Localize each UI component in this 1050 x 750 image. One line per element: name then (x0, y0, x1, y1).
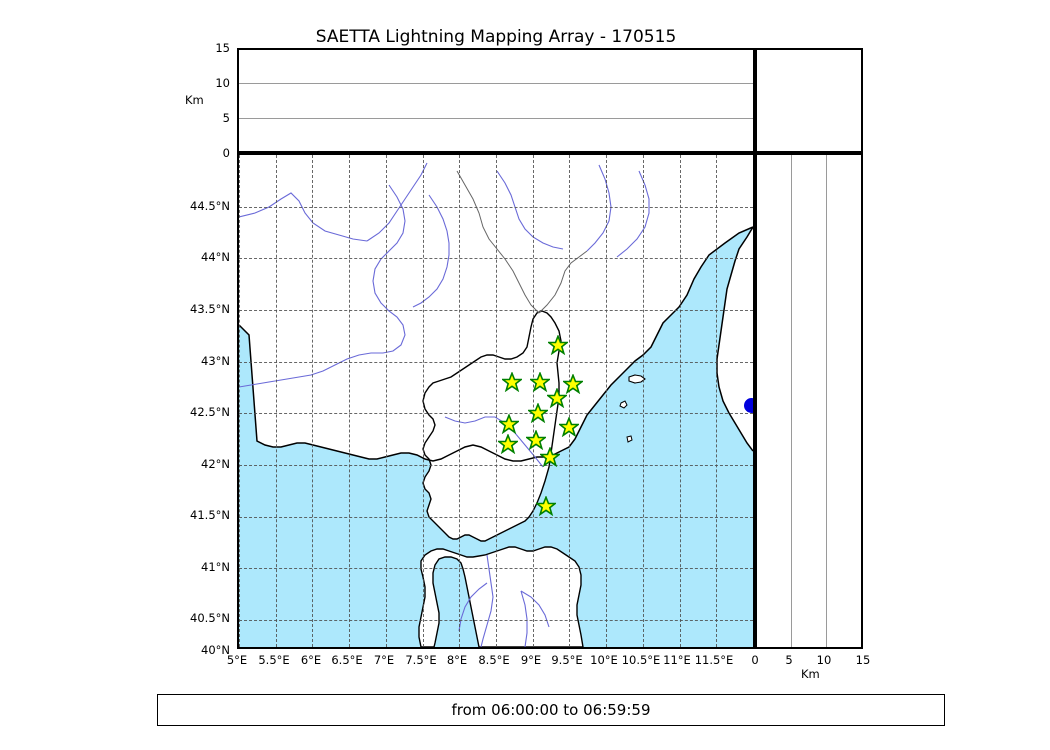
map-gridline-lon-11 (679, 155, 681, 647)
map-gridline-lon-10.5 (642, 155, 644, 647)
map-ytick-40N: 40°N (201, 643, 230, 657)
map-xtick-11.5E: 11.5°E (694, 653, 734, 667)
map-gridline-lon-11.5 (716, 155, 718, 647)
map-ytick-41N: 41°N (201, 560, 230, 574)
lma-station-marker[interactable] (559, 416, 580, 437)
lma-station-marker[interactable] (527, 403, 548, 424)
map-gridline-lon-7 (385, 155, 387, 647)
map-xtick-10.5E: 10.5°E (621, 653, 661, 667)
map-ytick-41.5N: 41.5°N (190, 508, 230, 522)
lma-station-marker[interactable] (547, 387, 567, 408)
right-xtick-10: 10 (816, 653, 832, 667)
right-xtick-0: 0 (751, 653, 759, 667)
map-ytick-44.5N: 44.5°N (190, 199, 230, 213)
time-range-label: from 06:00:00 to 06:59:59 (451, 701, 651, 719)
right-panel-xlabel: Km (801, 667, 820, 681)
map-xtick-9E: 9°E (520, 653, 542, 667)
page-title: SAETTA Lightning Mapping Array - 170515 (315, 27, 677, 47)
map-xtick-11E: 11°E (663, 653, 691, 667)
map-gridline-lon-5 (239, 155, 240, 647)
map-gridline-lon-8.5 (496, 155, 497, 647)
map-ytick-44N: 44°N (201, 250, 230, 264)
right-altitude-panel[interactable] (755, 153, 863, 649)
lma-station-marker[interactable] (539, 446, 560, 467)
map-gridline-lon-8 (459, 155, 461, 647)
top-gridline-5 (239, 118, 753, 119)
corner-panel[interactable] (755, 48, 863, 153)
top-ytick-10: 10 (215, 76, 230, 90)
lma-station-marker[interactable] (502, 372, 523, 393)
top-ytick-0: 0 (222, 146, 230, 160)
map-gridline-lon-7.5 (422, 155, 424, 647)
lightning-source-marker[interactable] (743, 397, 753, 413)
top-ytick-15: 15 (215, 41, 230, 55)
map-panel[interactable] (237, 153, 755, 649)
map-ytick-43N: 43°N (201, 354, 230, 368)
lma-station-marker[interactable] (548, 335, 569, 356)
time-range-box[interactable]: from 06:00:00 to 06:59:59 (157, 694, 945, 726)
top-gridline-10 (239, 83, 753, 84)
map-ytick-42N: 42°N (201, 457, 230, 471)
map-gridline-lon-6 (312, 155, 314, 647)
map-xtick-5.5E: 5.5°E (258, 653, 290, 667)
map-xtick-5E: 5°E (226, 653, 248, 667)
map-gridline-lon-9 (532, 155, 534, 647)
lma-station-marker[interactable] (499, 413, 520, 434)
right-gridline-5 (791, 155, 792, 647)
top-altitude-panel[interactable] (237, 48, 755, 153)
map-gridline-lon-5.5 (275, 155, 277, 647)
map-ytick-43.5N: 43.5°N (190, 302, 230, 316)
map-xtick-8E: 8°E (446, 653, 468, 667)
map-ytick-42.5N: 42.5°N (190, 405, 230, 419)
map-xtick-6E: 6°E (300, 653, 322, 667)
lma-station-marker[interactable] (526, 430, 547, 451)
top-panel-ylabel: Km (185, 93, 204, 107)
map-xtick-8.5E: 8.5°E (478, 653, 510, 667)
map-gridline-lon-9.5 (569, 155, 571, 647)
map-gridline-lon-10 (606, 155, 608, 647)
right-xtick-15: 15 (855, 653, 871, 667)
map-xtick-7E: 7°E (373, 653, 395, 667)
top-ytick-5: 5 (222, 111, 230, 125)
map-xtick-7.5E: 7.5°E (405, 653, 437, 667)
map-gridline-lon-6.5 (349, 155, 351, 647)
lma-station-marker[interactable] (563, 374, 583, 395)
map-xtick-9.5E: 9.5°E (551, 653, 583, 667)
map-ytick-40.5N: 40.5°N (190, 611, 230, 625)
lma-station-marker[interactable] (530, 372, 550, 393)
right-xtick-5: 5 (785, 653, 793, 667)
right-gridline-10 (826, 155, 827, 647)
map-xtick-6.5E: 6.5°E (331, 653, 363, 667)
lma-station-marker[interactable] (498, 434, 519, 455)
map-xtick-10E: 10°E (590, 653, 618, 667)
lma-station-marker[interactable] (535, 496, 556, 517)
